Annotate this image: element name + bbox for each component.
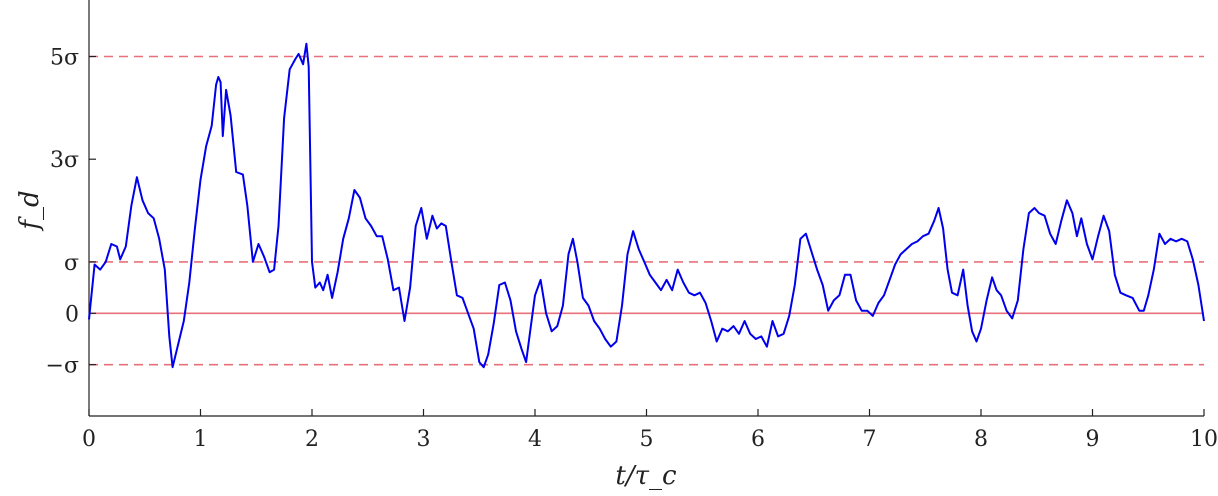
y-tick-label: 3σ (50, 148, 79, 173)
x-axis-label: t/τ_c (615, 461, 677, 491)
y-tick-label: −σ (46, 354, 79, 379)
x-tick-label: 7 (863, 427, 877, 452)
x-tick-label: 10 (1190, 427, 1218, 452)
x-ticks: 0 1 2 3 4 5 6 7 8 9 10 (82, 409, 1218, 452)
x-tick-label: 8 (974, 427, 988, 452)
x-tick-label: 1 (194, 427, 208, 452)
y-tick-label: 5σ (50, 45, 79, 70)
x-tick-label: 4 (528, 427, 542, 452)
x-tick-label: 6 (751, 427, 765, 452)
x-tick-label: 3 (417, 427, 431, 452)
series-line-0 (88, 42, 1205, 369)
x-tick-label: 9 (1086, 427, 1100, 452)
x-tick-label: 2 (305, 427, 319, 452)
y-axis-label: f_d (15, 190, 45, 231)
axes (88, 0, 1204, 417)
y-ticks: −σ 0 σ 3σ 5σ (46, 45, 96, 379)
y-tick-label: σ (64, 251, 79, 276)
series-group (88, 42, 1205, 369)
x-tick-label: 5 (640, 427, 654, 452)
y-tick-label: 0 (65, 302, 79, 327)
x-tick-label: 0 (82, 427, 96, 452)
